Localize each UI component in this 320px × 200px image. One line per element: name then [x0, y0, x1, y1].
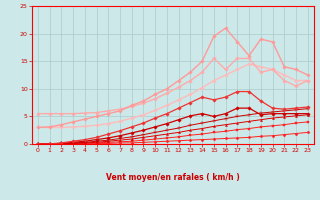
X-axis label: Vent moyen/en rafales ( km/h ): Vent moyen/en rafales ( km/h )	[106, 173, 240, 182]
